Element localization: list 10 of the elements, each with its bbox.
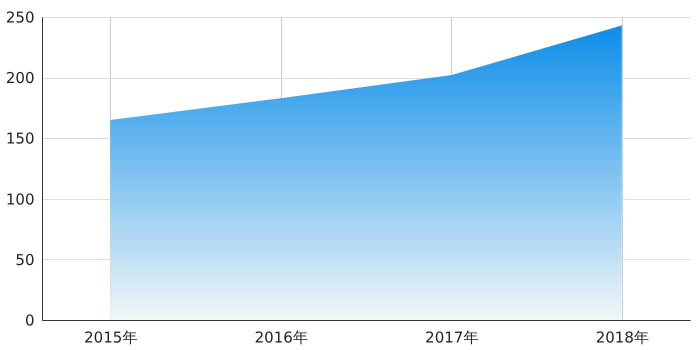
y-tick-label: 150 [6,130,34,148]
x-tick-label: 2017年 [425,328,478,346]
x-tick-label: 2018年 [596,328,649,346]
y-tick-label: 0 [24,312,34,330]
y-tick-label: 250 [6,8,34,26]
y-tick-label: 100 [6,190,34,208]
y-tick-label: 50 [15,250,34,269]
y-tick-label: 200 [6,69,34,88]
x-tick-label: 2016年 [254,328,308,346]
x-tick-label: 2015年 [84,328,138,346]
